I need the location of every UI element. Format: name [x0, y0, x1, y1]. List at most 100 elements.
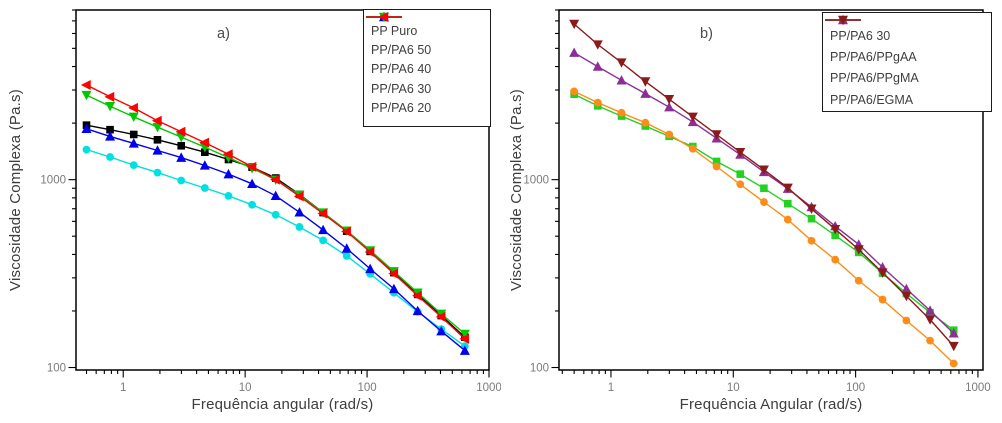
y-tick-label: 100: [47, 363, 66, 375]
circle-marker-icon: [129, 161, 138, 170]
triangle-left-marker-icon: [412, 290, 422, 301]
legend-key: [825, 15, 861, 26]
circle-marker-icon: [854, 276, 863, 285]
triangle-down-marker-icon: [925, 315, 936, 325]
triangle-up-marker-icon: [318, 224, 329, 235]
legend-label: PP/PA6/PPgMA: [830, 71, 919, 86]
circle-marker-icon: [641, 118, 650, 127]
triangle-up-marker-icon: [341, 243, 352, 253]
triangle-up-marker-icon: [901, 283, 912, 294]
triangle-down-marker-icon: [782, 183, 793, 193]
triangle-down-marker-icon: [711, 130, 722, 140]
circle-marker-icon: [831, 255, 840, 264]
triangle-down-marker-icon: [901, 291, 912, 302]
legend-label: PP/PA6 40: [371, 62, 432, 77]
triangle-left-marker-icon: [459, 333, 470, 344]
triangle-up-marker-icon: [152, 145, 163, 155]
triangle-down-marker-icon: [592, 40, 603, 50]
square-marker-icon: [177, 141, 186, 150]
legend-item: PP/PA6 40: [364, 11, 490, 79]
triangle-up-marker-icon: [664, 102, 675, 112]
circle-marker-icon: [342, 251, 351, 260]
circle-marker-icon: [106, 153, 114, 161]
panel-a-letter: a): [217, 26, 230, 42]
legend-item: PP/PA6 50: [364, 13, 490, 59]
triangle-left-marker-icon: [270, 174, 280, 185]
panel-a: 1 10 100 1000 100 1000 Viscosidade Complexa (…: [7, 9, 501, 413]
triangle-down-marker-icon: [806, 204, 817, 214]
triangle-up-marker-icon: [81, 123, 92, 134]
panel-b-xlabel: Frequência Angular (rad/s): [679, 396, 863, 413]
circle-marker-icon: [926, 336, 934, 345]
circle-marker-icon: [570, 87, 579, 96]
legend-label: PP/PA6 50: [371, 42, 432, 57]
triangle-down-marker-icon: [687, 112, 698, 123]
triangle-down-marker-icon: [616, 58, 627, 68]
triangle-up-marker-icon: [592, 61, 603, 71]
panel-b-plot: 1 10 100 1000 100 1000: [523, 9, 991, 394]
triangle-down-marker-icon: [81, 90, 92, 101]
square-marker-icon: [807, 214, 816, 223]
triangle-left-marker-icon: [80, 80, 91, 91]
triangle-up-marker-icon: [247, 178, 258, 189]
triangle-left-marker-icon: [388, 268, 399, 279]
triangle-up-marker-icon: [294, 207, 305, 217]
legend-item: PP/PA6/EGMA: [823, 15, 991, 110]
square-marker-icon: [129, 130, 138, 139]
series-markers-pp-pa6-egma: [569, 19, 959, 352]
square-marker-icon: [783, 199, 792, 208]
legend-label: PP/PA6/PPgAA: [830, 50, 917, 65]
triangle-up-marker-icon: [616, 75, 627, 85]
triangle-left-marker-icon: [293, 191, 304, 202]
circle-marker-icon: [82, 145, 91, 154]
axes-frame: [558, 9, 984, 371]
series-markers-pp-pa6-20: [80, 80, 470, 344]
legend-item: PP/PA6/PPgMA: [823, 14, 991, 89]
x-tick-label: 1: [608, 382, 614, 394]
x-tick-label: 100: [846, 382, 865, 394]
circle-marker-icon: [760, 198, 768, 206]
triangle-up-marker-icon: [569, 47, 580, 57]
legend-label: PP/PA6 30: [371, 81, 432, 96]
triangle-up-marker-icon: [412, 305, 423, 316]
triangle-left-marker-icon: [175, 126, 186, 137]
triangle-up-marker-icon: [199, 160, 210, 170]
triangle-left-marker-icon: [364, 247, 375, 258]
series-line-pp-pa6-40: [86, 128, 466, 352]
circle-marker-icon: [248, 200, 256, 209]
triangle-left-marker-icon: [341, 226, 351, 237]
panel-a-ylabel: Viscosidade Complexa (Pa.s): [7, 89, 24, 291]
triangle-down-marker-icon: [830, 224, 841, 235]
triangle-left-marker-icon: [199, 137, 210, 148]
series-line-pp-pa6-30: [573, 93, 955, 331]
triangle-down-marker-icon: [758, 165, 769, 175]
triangle-down-marker-icon: [152, 122, 163, 133]
panel-a-xlabel: Frequência angular (rad/s): [191, 396, 374, 413]
triangle-up-marker-icon: [388, 283, 399, 294]
triangle-down-marker-icon: [640, 77, 651, 87]
circle-marker-icon: [807, 236, 816, 245]
triangle-down-marker-icon: [128, 112, 139, 123]
circle-marker-icon: [224, 191, 233, 200]
circle-marker-icon: [200, 184, 209, 192]
triangle-up-marker-icon: [176, 152, 187, 162]
y-tick-label: 1000: [523, 175, 549, 187]
triangle-up-marker-icon: [925, 305, 936, 315]
triangle-down-marker-icon: [877, 268, 888, 278]
square-marker-icon: [831, 231, 840, 240]
triangle-left-marker-icon: [222, 149, 233, 160]
triangle-down-marker-icon: [838, 15, 848, 26]
legend-key: [366, 12, 402, 22]
triangle-down-marker-icon: [664, 95, 675, 105]
panel-b-ylabel: Viscosidade Complexa (Pa.s): [508, 89, 525, 291]
circle-marker-icon: [153, 168, 162, 177]
x-tick-label: 1000: [965, 382, 991, 394]
circle-marker-icon: [617, 108, 626, 117]
circle-marker-icon: [878, 295, 887, 304]
triangle-up-marker-icon: [436, 326, 447, 336]
triangle-up-marker-icon: [365, 263, 376, 274]
triangle-down-marker-icon: [105, 102, 116, 112]
panel-b-legend: PP/PA6 30 PP/PA6/PPgAA PP/PA6/PPgMA PP/PA6/…: [822, 12, 992, 112]
legend-label: PP/PA6/EGMA: [830, 92, 914, 107]
